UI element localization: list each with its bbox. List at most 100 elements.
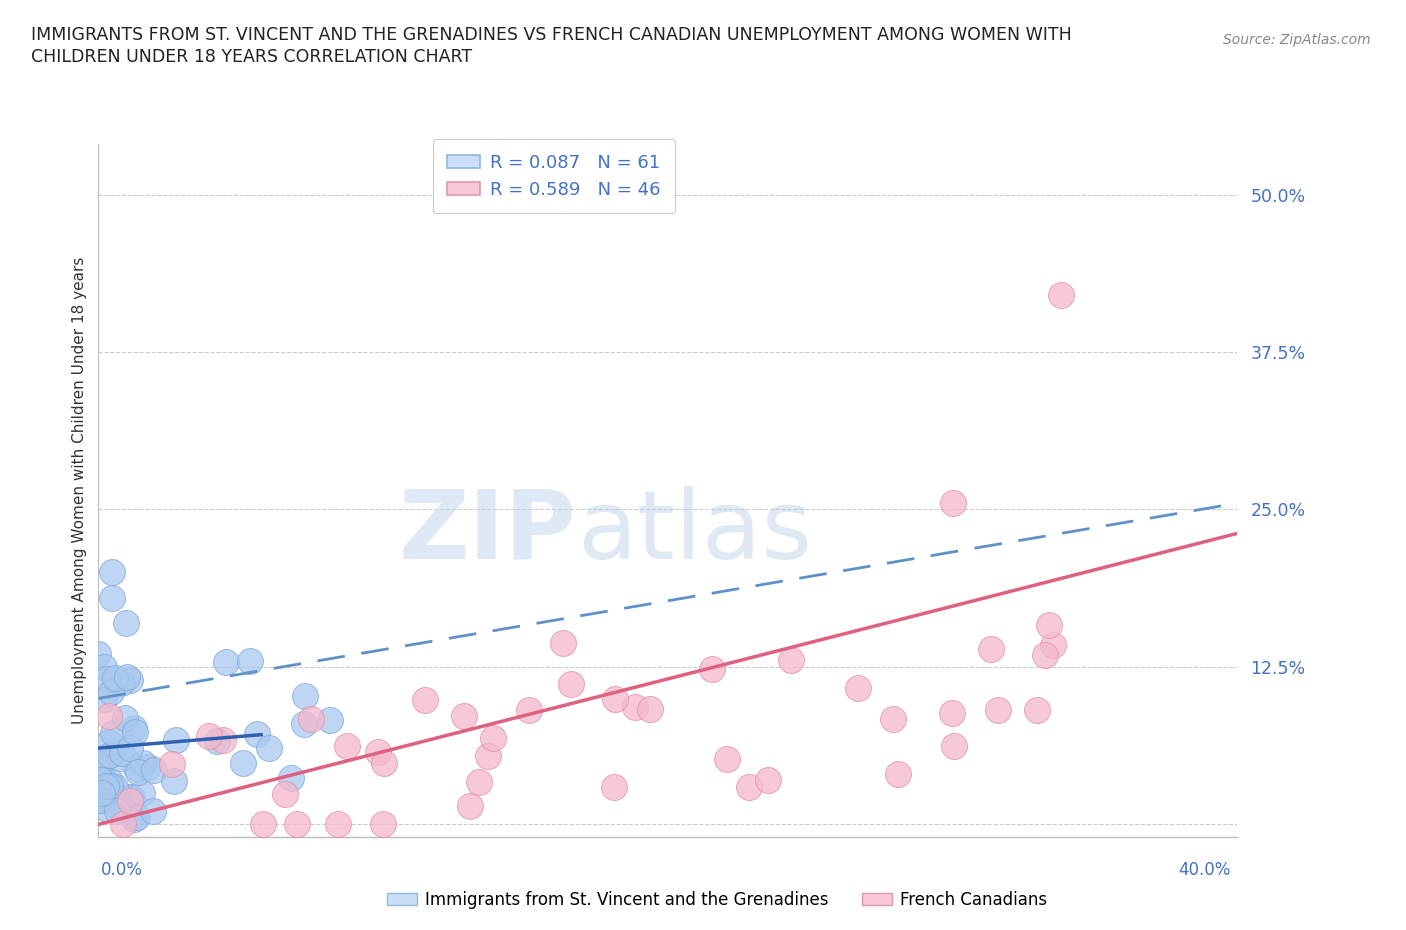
Point [96,802,118,817]
Point [100,748,122,763]
Text: 40.0%: 40.0% [1178,860,1230,879]
Point [101,591,124,605]
Point [91,777,114,791]
Point [122,811,145,826]
Point [100,684,122,699]
Point [101,565,124,580]
Point [98,735,121,750]
Point [292,717,315,732]
Point [458,798,481,813]
Point [89,793,111,808]
Point [142,804,165,818]
Point [122,720,145,735]
Point [112,817,135,831]
Point [115,670,138,684]
Point [96,671,118,686]
Point [131,786,153,801]
Point [98,778,121,793]
Point [143,763,166,777]
Point [887,766,910,781]
Point [942,496,965,511]
Point [468,775,491,790]
Point [882,711,904,726]
Point [91,786,114,801]
Point [987,702,1010,717]
Point [111,746,134,761]
Point [1038,618,1060,632]
Point [319,713,342,728]
Point [299,712,322,727]
Point [87,646,110,661]
Point [257,740,280,755]
Point [94,779,117,794]
Point [87,751,110,766]
Point [132,755,155,770]
Point [941,706,963,721]
Point [205,734,228,749]
Point [453,709,475,724]
Point [124,724,146,739]
Point [120,740,142,755]
Point [1033,648,1056,663]
Point [477,749,499,764]
Text: 0.0%: 0.0% [101,860,143,879]
Point [702,661,724,676]
Point [96,784,118,799]
Point [165,732,187,747]
Point [252,817,274,831]
Point [101,786,124,801]
Point [110,751,132,765]
Point [101,725,124,740]
Point [90,792,112,807]
Point [481,730,503,745]
Point [239,653,262,668]
Point [605,692,627,707]
Point [90,773,112,788]
Point [118,672,141,687]
Point [1042,638,1064,653]
Point [560,677,582,692]
Point [280,770,302,785]
Point [104,671,127,685]
Point [373,817,395,831]
Point [846,681,869,696]
Point [294,688,316,703]
Legend: R = 0.087   N = 61, R = 0.589   N = 46: R = 0.087 N = 61, R = 0.589 N = 46 [433,140,675,213]
Point [336,739,359,754]
Point [756,773,779,788]
Point [118,793,141,808]
Point [553,636,575,651]
Point [274,787,297,802]
Point [602,779,624,794]
Point [125,760,148,775]
Point [246,726,269,741]
Point [373,756,395,771]
Point [624,700,647,715]
Legend: Immigrants from St. Vincent and the Grenadines, French Canadians: Immigrants from St. Vincent and the Gren… [380,884,1054,915]
Point [125,809,148,824]
Point [413,693,436,708]
Point [93,659,115,674]
Point [105,804,128,818]
Point [980,642,1002,657]
Point [367,744,389,759]
Point [232,756,254,771]
Point [160,757,183,772]
Text: CHILDREN UNDER 18 YEARS CORRELATION CHART: CHILDREN UNDER 18 YEARS CORRELATION CHAR… [31,48,472,66]
Point [93,691,115,706]
Point [285,817,308,831]
Text: atlas: atlas [576,485,811,578]
Point [1050,288,1073,303]
Point [103,780,125,795]
Point [517,702,540,717]
Point [110,676,132,691]
Point [716,751,738,766]
Point [121,790,143,805]
Point [96,750,118,764]
Point [738,779,761,794]
Point [638,701,661,716]
Text: ZIP: ZIP [399,485,576,578]
Point [93,773,115,788]
Point [98,709,121,724]
Point [114,616,136,631]
